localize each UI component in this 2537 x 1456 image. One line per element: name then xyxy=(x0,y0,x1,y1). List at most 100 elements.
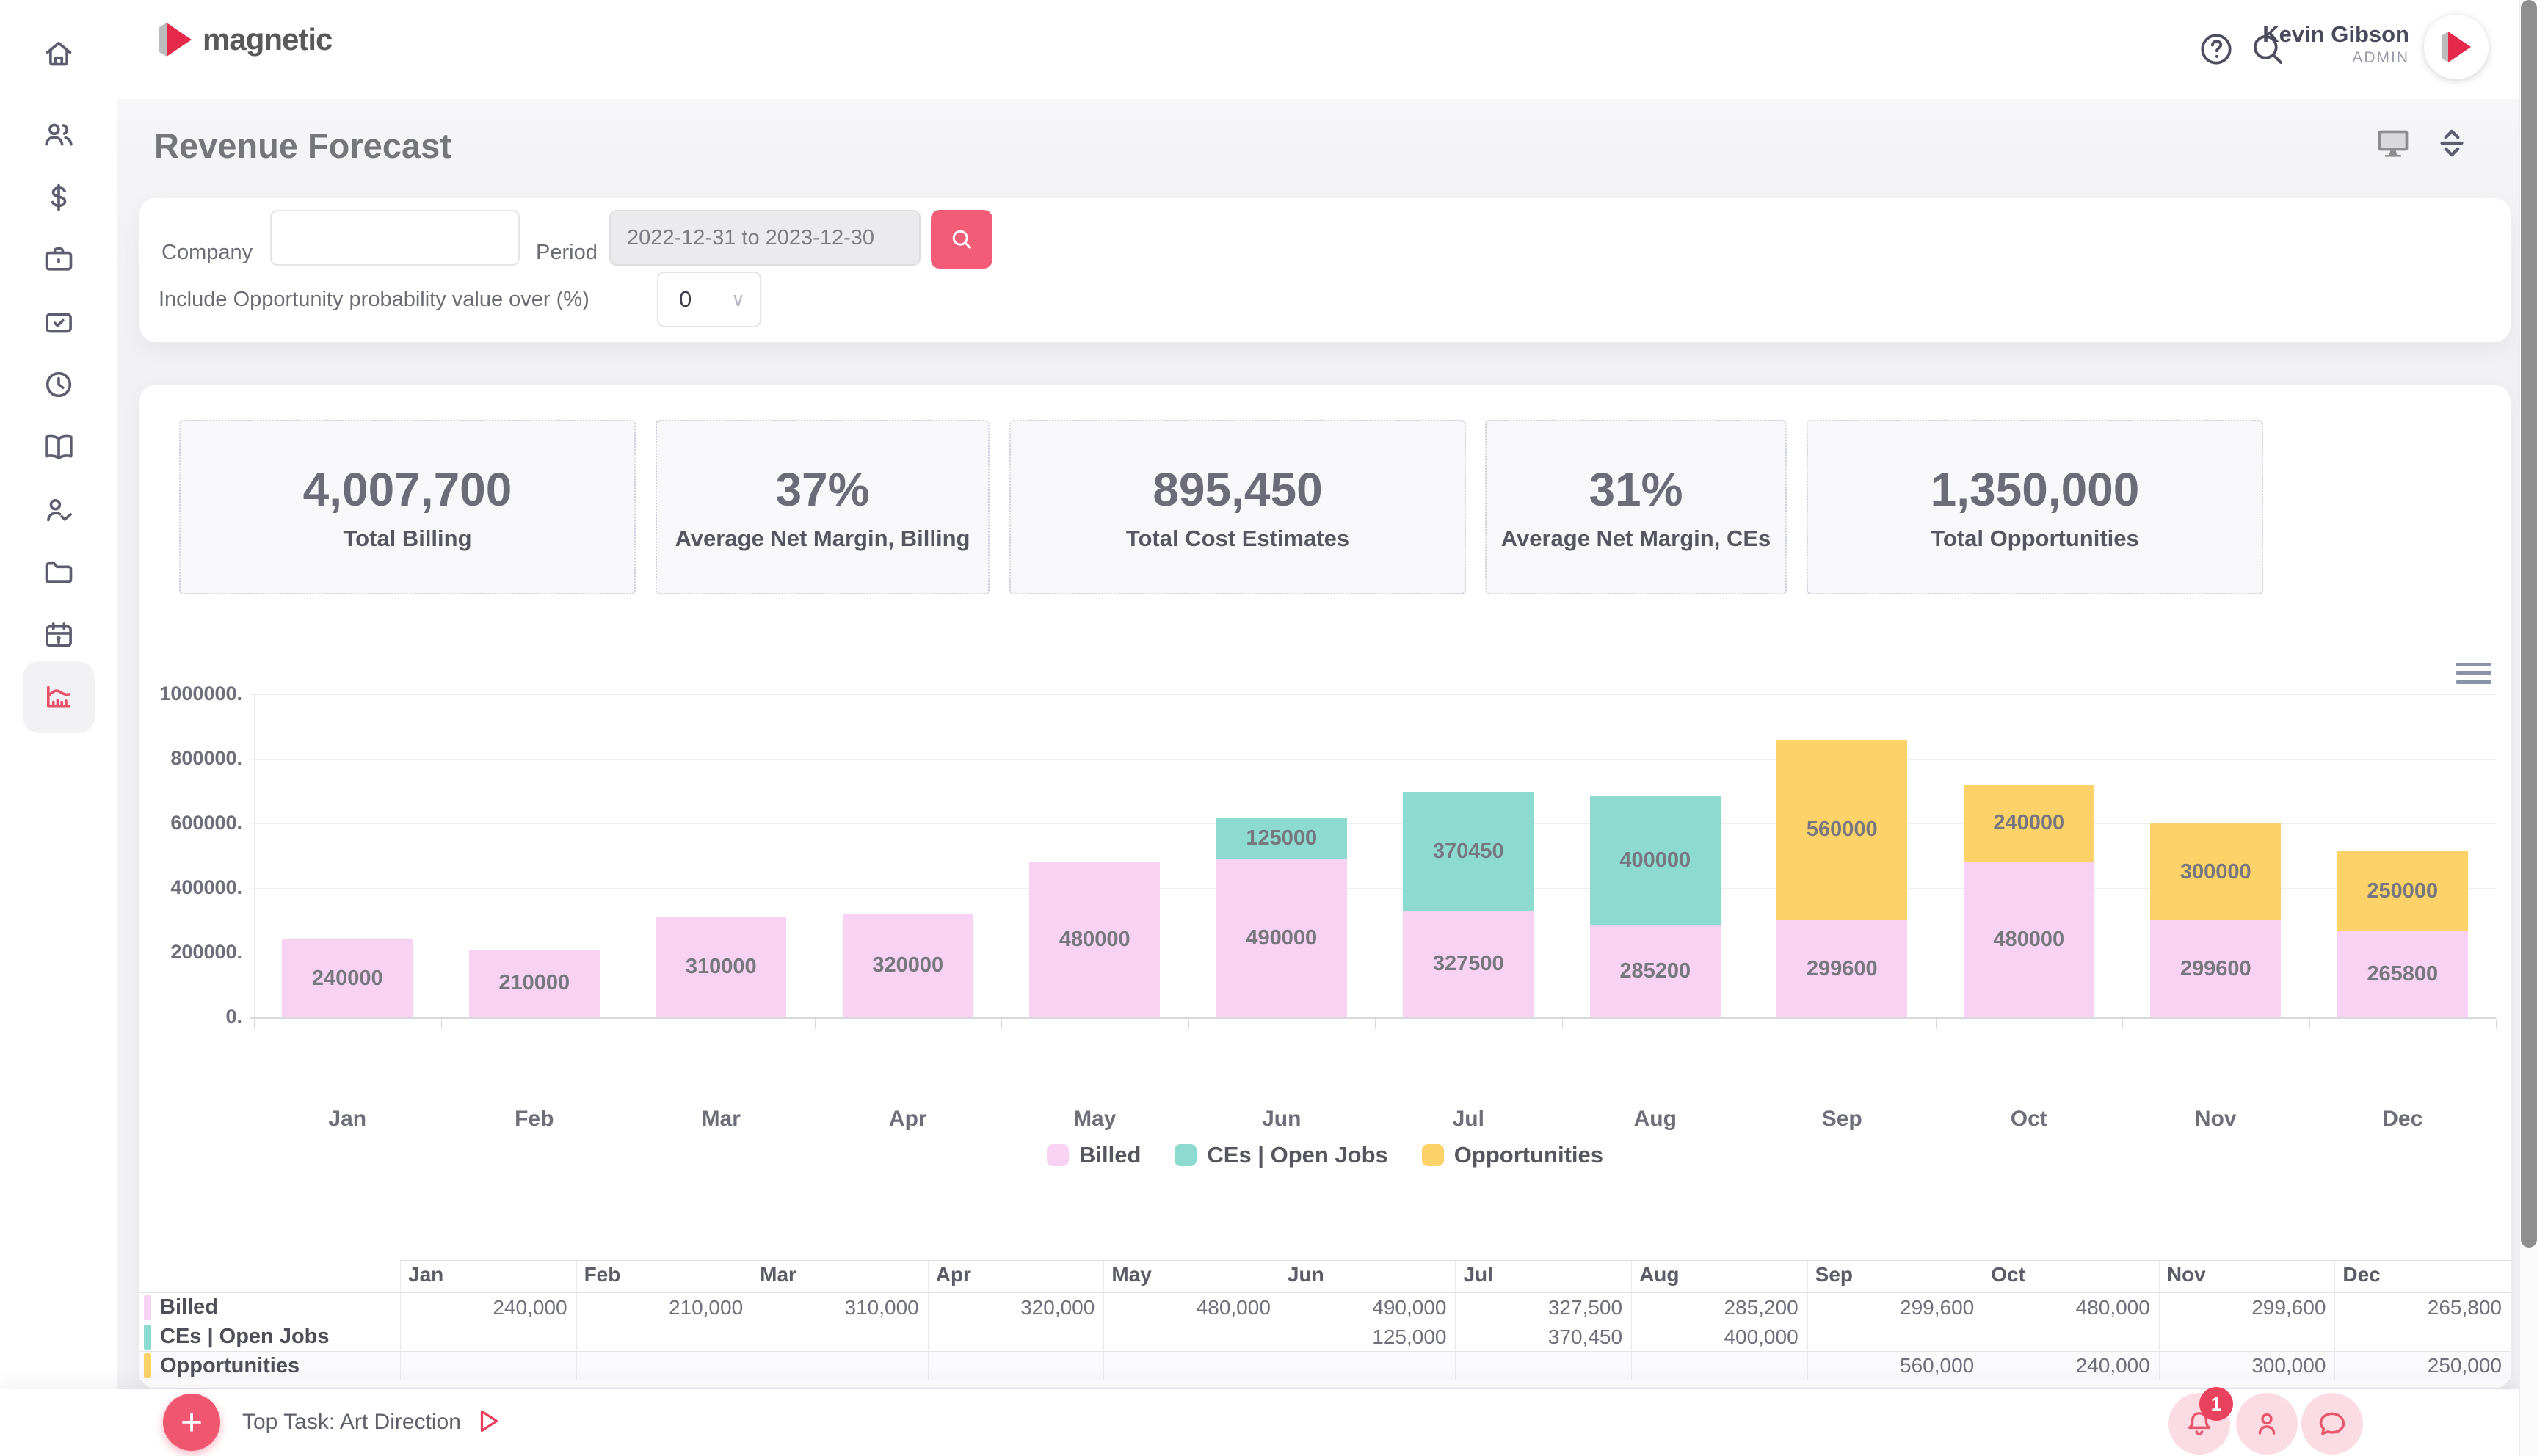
legend-item[interactable]: Billed xyxy=(1046,1142,1141,1168)
bar-segment-billed[interactable]: 299600 xyxy=(1776,920,1908,1017)
y-axis-tick-label: 800000. xyxy=(170,747,242,769)
kpi-label: Average Net Margin, Billing xyxy=(675,525,970,551)
bar-value-label: 285200 xyxy=(1619,958,1691,983)
sidebar-item-person-check[interactable] xyxy=(37,488,81,532)
monitor-view-icon[interactable] xyxy=(2374,124,2412,162)
y-axis-tick-label: 1000000. xyxy=(159,682,242,705)
bar-segment-opportunities[interactable]: 240000 xyxy=(1963,785,2094,862)
series-color-chip xyxy=(144,1324,151,1350)
table-cell: 480,000 xyxy=(1103,1292,1280,1322)
x-axis-tick-mark xyxy=(1188,1019,1189,1029)
x-axis-label: Mar xyxy=(701,1107,741,1131)
dollar-icon xyxy=(42,181,76,214)
play-task-icon[interactable] xyxy=(473,1407,502,1436)
bar-segment-ces-open-jobs[interactable]: 370450 xyxy=(1403,791,1534,911)
bar-segment-billed[interactable]: 299600 xyxy=(2150,920,2282,1017)
probability-dropdown[interactable]: 0 ∨ xyxy=(657,272,761,327)
table-cell xyxy=(576,1351,752,1380)
table-cell: 560,000 xyxy=(1807,1351,1983,1380)
bottom-bar: + Top Task: Art Direction 1 xyxy=(0,1387,2519,1456)
vertical-scrollbar[interactable] xyxy=(2519,0,2537,1456)
bar-segment-ces-open-jobs[interactable]: 400000 xyxy=(1589,796,1721,925)
legend-item[interactable]: CEs | Open Jobs xyxy=(1175,1142,1388,1168)
table-cell xyxy=(752,1322,928,1351)
kpi-label: Total Billing xyxy=(343,525,472,551)
revenue-chart: 1000000. 800000. 600000. 400000. 200000. 0. 24… xyxy=(139,655,2511,1187)
bar-segment-billed[interactable]: 265800 xyxy=(2337,931,2468,1017)
bar-value-label: 480000 xyxy=(1993,927,2065,951)
profile-button[interactable] xyxy=(2236,1393,2298,1455)
sidebar-item-clock[interactable] xyxy=(37,363,81,407)
sidebar-item-folder[interactable] xyxy=(37,550,81,594)
table-column-header: Dec xyxy=(2334,1260,2511,1292)
brand-logo[interactable]: magnetic xyxy=(159,22,333,57)
clock-icon xyxy=(42,368,76,401)
bar-segment-billed[interactable]: 210000 xyxy=(468,949,600,1017)
legend-item[interactable]: Opportunities xyxy=(1421,1142,1603,1168)
bar-segment-billed[interactable]: 327500 xyxy=(1403,911,1534,1017)
bar-segment-billed[interactable]: 320000 xyxy=(842,914,973,1017)
table-cell: 125,000 xyxy=(1279,1322,1456,1351)
table-row-label: CEs | Open Jobs xyxy=(139,1322,400,1351)
sidebar-item-chart[interactable] xyxy=(23,661,95,733)
search-icon[interactable] xyxy=(2248,29,2287,69)
sidebar xyxy=(0,0,117,1389)
bar-value-label: 310000 xyxy=(685,955,757,979)
avatar[interactable] xyxy=(2424,15,2489,79)
probability-label: Include Opportunity probability value ov… xyxy=(159,288,589,311)
x-axis-tick-mark xyxy=(440,1019,442,1029)
x-axis-tick-mark xyxy=(1375,1019,1376,1029)
table-cell: 490,000 xyxy=(1279,1292,1456,1322)
x-axis-tick-mark xyxy=(254,1019,255,1029)
bar-segment-opportunities[interactable]: 250000 xyxy=(2337,851,2468,932)
bar-segment-billed[interactable]: 480000 xyxy=(1963,862,2094,1017)
table-cell xyxy=(2158,1322,2335,1351)
bar-segment-billed[interactable]: 285200 xyxy=(1589,925,1721,1017)
user-info[interactable]: Kevin Gibson ADMIN xyxy=(2262,21,2409,68)
sidebar-item-dollar[interactable] xyxy=(37,175,81,219)
chat-button[interactable] xyxy=(2301,1393,2363,1455)
table-cell xyxy=(1807,1322,1983,1351)
chart-context-menu-icon[interactable] xyxy=(2456,658,2491,689)
kpi-value: 895,450 xyxy=(1153,463,1323,516)
people-icon xyxy=(42,118,76,152)
filter-search-button[interactable] xyxy=(931,210,992,269)
period-label: Period xyxy=(536,241,598,264)
user-role: ADMIN xyxy=(2352,49,2409,66)
sidebar-item-book[interactable] xyxy=(37,425,81,469)
bar-segment-billed[interactable]: 480000 xyxy=(1029,862,1161,1017)
search-icon xyxy=(948,226,975,252)
bar-segment-billed[interactable]: 310000 xyxy=(656,917,787,1017)
x-axis-label: Jun xyxy=(1262,1107,1302,1131)
scrollbar-thumb[interactable] xyxy=(2521,0,2537,1248)
bar-segment-ces-open-jobs[interactable]: 125000 xyxy=(1216,818,1347,859)
help-icon[interactable] xyxy=(2196,29,2236,69)
table-cell: 310,000 xyxy=(752,1292,928,1322)
add-button[interactable]: + xyxy=(163,1394,220,1451)
notifications-button[interactable]: 1 xyxy=(2168,1387,2233,1455)
company-input[interactable] xyxy=(270,210,520,266)
x-axis-tick-mark xyxy=(2309,1019,2310,1029)
chart-legend: Billed CEs | Open Jobs Opportunities xyxy=(139,1142,2511,1168)
bar-segment-opportunities[interactable]: 300000 xyxy=(2150,823,2282,921)
bar-value-label: 370450 xyxy=(1432,839,1504,863)
bar-segment-billed[interactable]: 490000 xyxy=(1216,859,1347,1017)
table-cell xyxy=(927,1322,1104,1351)
table-cell: 240,000 xyxy=(400,1292,576,1322)
collapse-expand-icon[interactable] xyxy=(2433,124,2471,162)
bar-segment-billed[interactable]: 240000 xyxy=(282,939,413,1017)
sidebar-item-people[interactable] xyxy=(37,113,81,157)
kpi-value: 37% xyxy=(775,463,870,516)
period-input[interactable] xyxy=(609,210,921,266)
sidebar-item-briefcase[interactable] xyxy=(37,237,81,281)
table-cell: 285,200 xyxy=(1631,1292,1807,1322)
sidebar-item-calendar[interactable] xyxy=(37,614,81,658)
table-row-label: Billed xyxy=(139,1292,400,1322)
sidebar-item-task-check[interactable] xyxy=(37,301,81,345)
series-color-chip xyxy=(144,1295,151,1320)
x-axis-line xyxy=(250,1017,2496,1019)
table-column-header: Feb xyxy=(576,1260,752,1292)
bar-segment-opportunities[interactable]: 560000 xyxy=(1776,739,1908,921)
sidebar-item-home[interactable] xyxy=(37,32,81,76)
folder-icon xyxy=(42,556,76,589)
